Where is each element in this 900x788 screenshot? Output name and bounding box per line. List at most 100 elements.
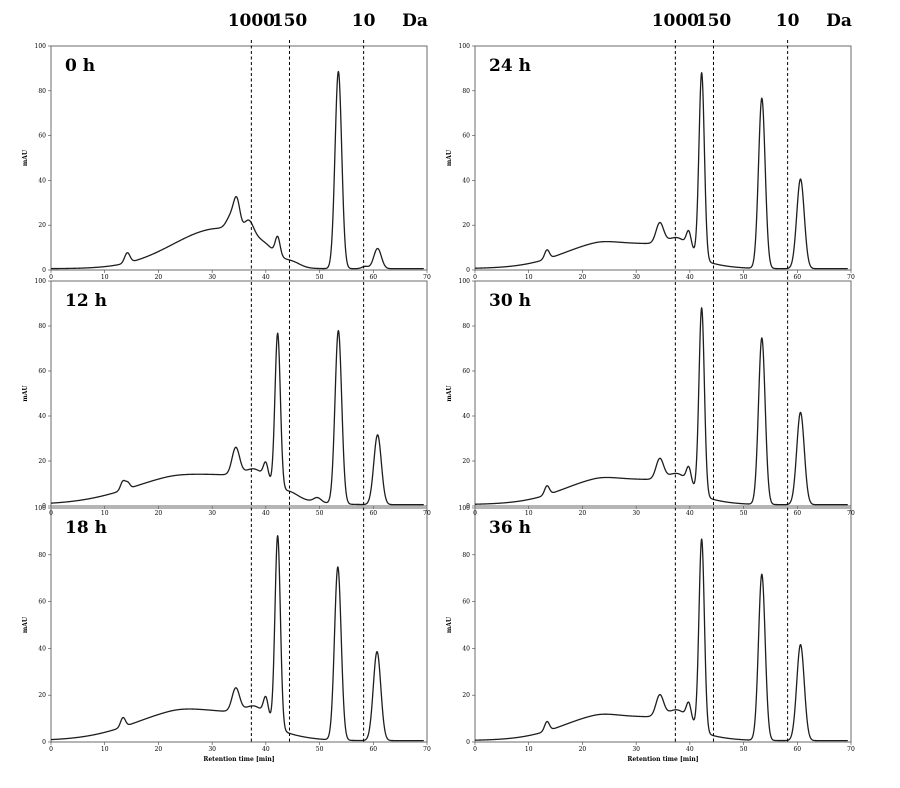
x-tick-label: 10 bbox=[101, 746, 109, 753]
chromatogram-trace bbox=[50, 70, 425, 270]
mw-marker-label-150: 150 bbox=[696, 11, 732, 31]
x-tick-label: 60 bbox=[793, 274, 801, 281]
y-tick-label: 20 bbox=[38, 222, 46, 229]
mw-marker-label-1000: 1000 bbox=[652, 11, 699, 31]
x-tick-label: 70 bbox=[847, 746, 855, 753]
y-tick-label: 0 bbox=[42, 267, 46, 274]
x-tick-label: 50 bbox=[740, 274, 748, 281]
x-tick-label: 50 bbox=[316, 510, 324, 517]
y-tick-label: 100 bbox=[35, 278, 47, 285]
plot-frame bbox=[50, 280, 428, 507]
x-tick-label: 0 bbox=[473, 746, 477, 753]
x-tick-label: 10 bbox=[525, 746, 533, 753]
x-tick-label: 10 bbox=[525, 274, 533, 281]
y-tick-label: 40 bbox=[38, 645, 46, 652]
mw-unit-label: Da bbox=[402, 11, 428, 31]
x-tick-label: 40 bbox=[262, 746, 270, 753]
y-tick-label: 20 bbox=[462, 458, 470, 465]
y-tick-label: 0 bbox=[466, 267, 470, 274]
y-tick-label: 60 bbox=[462, 133, 470, 140]
y-tick-label: 60 bbox=[38, 599, 46, 606]
y-tick-label: 100 bbox=[35, 43, 47, 50]
x-tick-label: 70 bbox=[423, 274, 431, 281]
y-tick-label: 0 bbox=[42, 503, 46, 510]
x-tick-label: 30 bbox=[208, 746, 216, 753]
y-tick-label: 0 bbox=[466, 503, 470, 510]
x-tick-label: 50 bbox=[316, 274, 324, 281]
mw-marker-label-1000: 1000 bbox=[228, 11, 275, 31]
panel-label: 18 h bbox=[65, 518, 107, 538]
x-tick-label: 20 bbox=[155, 274, 163, 281]
x-tick-label: 10 bbox=[101, 274, 109, 281]
y-tick-label: 40 bbox=[462, 645, 470, 652]
y-tick-label: 80 bbox=[38, 552, 46, 559]
y-tick-label: 40 bbox=[462, 413, 470, 420]
chromatogram-trace bbox=[50, 329, 425, 506]
chromatogram-trace bbox=[474, 538, 849, 742]
chromatogram-trace bbox=[50, 535, 425, 742]
y-tick-label: 60 bbox=[462, 368, 470, 375]
mw-marker-label-150: 150 bbox=[272, 11, 308, 31]
x-tick-label: 60 bbox=[369, 274, 377, 281]
y-tick-label: 40 bbox=[462, 177, 470, 184]
x-tick-label: 60 bbox=[793, 510, 801, 517]
x-tick-label: 0 bbox=[49, 274, 53, 281]
y-axis-label: mAU bbox=[446, 616, 453, 633]
x-tick-label: 0 bbox=[473, 274, 477, 281]
y-tick-label: 60 bbox=[462, 599, 470, 606]
y-tick-label: 100 bbox=[459, 43, 471, 50]
y-tick-label: 100 bbox=[459, 505, 471, 512]
y-tick-label: 100 bbox=[459, 278, 471, 285]
y-tick-label: 20 bbox=[38, 458, 46, 465]
x-tick-label: 50 bbox=[316, 746, 324, 753]
x-tick-label: 20 bbox=[579, 510, 587, 517]
x-tick-label: 40 bbox=[686, 746, 694, 753]
panel-label: 36 h bbox=[489, 518, 531, 538]
plot-frame bbox=[474, 45, 852, 271]
x-tick-label: 40 bbox=[262, 274, 270, 281]
y-tick-label: 40 bbox=[38, 177, 46, 184]
y-tick-label: 80 bbox=[462, 88, 470, 95]
chromatogram-trace bbox=[474, 307, 849, 506]
mw-unit-label: Da bbox=[826, 11, 852, 31]
y-axis-label: mAU bbox=[22, 385, 29, 402]
plot-frame bbox=[474, 507, 852, 743]
y-tick-label: 100 bbox=[35, 505, 47, 512]
x-axis-label: Retention time [min] bbox=[627, 756, 698, 763]
y-axis-label: mAU bbox=[22, 616, 29, 633]
x-tick-label: 50 bbox=[740, 746, 748, 753]
y-axis-label: mAU bbox=[446, 149, 453, 166]
panel-label: 0 h bbox=[65, 56, 95, 76]
y-tick-label: 40 bbox=[38, 413, 46, 420]
y-tick-label: 80 bbox=[462, 552, 470, 559]
y-tick-label: 80 bbox=[38, 88, 46, 95]
x-tick-label: 40 bbox=[262, 510, 270, 517]
panel-label: 12 h bbox=[65, 291, 107, 311]
x-tick-label: 50 bbox=[740, 510, 748, 517]
x-tick-label: 40 bbox=[686, 274, 694, 281]
chart-panel-24h: 0 20 40 60 80 100 0 10 20 30 40 50 60 70 mAU 24 h bbox=[446, 43, 855, 281]
y-tick-label: 80 bbox=[38, 323, 46, 330]
y-tick-label: 0 bbox=[466, 739, 470, 746]
y-tick-label: 20 bbox=[462, 692, 470, 699]
y-axis-label: mAU bbox=[446, 385, 453, 402]
x-tick-label: 70 bbox=[423, 746, 431, 753]
x-tick-label: 70 bbox=[847, 274, 855, 281]
x-tick-label: 20 bbox=[579, 274, 587, 281]
x-tick-label: 30 bbox=[208, 510, 216, 517]
x-tick-label: 20 bbox=[579, 746, 587, 753]
mw-marker-label-10: 10 bbox=[776, 11, 800, 31]
y-tick-label: 20 bbox=[38, 692, 46, 699]
y-tick-label: 60 bbox=[38, 368, 46, 375]
x-axis-label: Retention time [min] bbox=[203, 756, 274, 763]
x-tick-label: 60 bbox=[369, 746, 377, 753]
chart-panel-0h: 0 20 40 60 80 100 0 10 20 30 40 50 60 70 mAU 0 h bbox=[22, 43, 431, 281]
y-tick-label: 0 bbox=[42, 739, 46, 746]
x-tick-label: 10 bbox=[525, 510, 533, 517]
x-tick-label: 30 bbox=[632, 274, 640, 281]
